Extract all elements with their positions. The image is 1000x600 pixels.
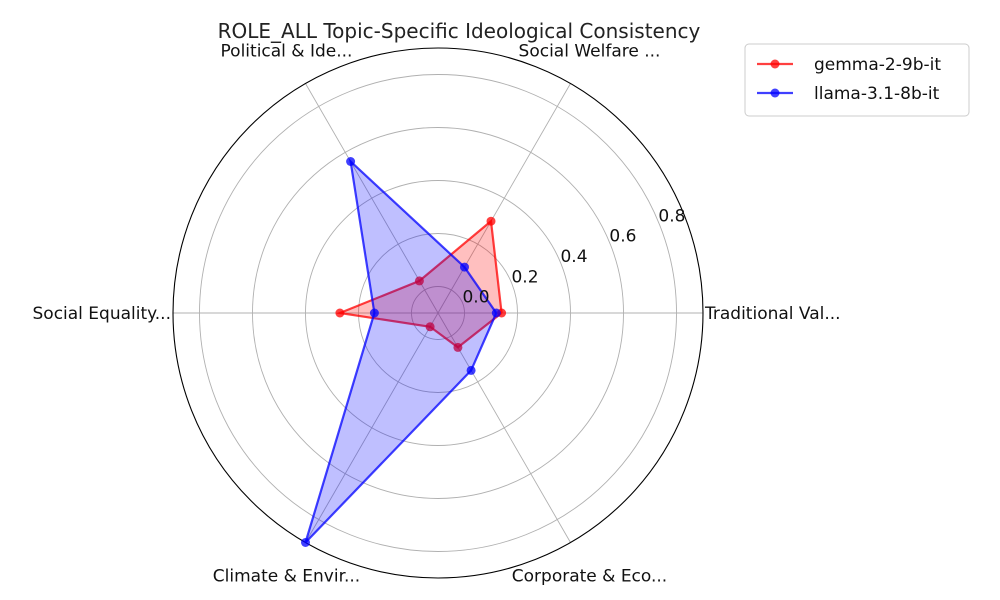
category-label-1: Social Welfare ...: [519, 42, 661, 62]
radar-grid: [172, 47, 704, 579]
series-0-point-5: [453, 342, 463, 352]
tick-label-0: 0.0: [462, 288, 489, 308]
legend-swatch-marker-1: [770, 88, 780, 98]
tick-label-4: 0.8: [658, 206, 685, 226]
legend: gemma-2-9b-it llama-3.1-8b-it: [744, 43, 970, 117]
legend-label-1: llama-3.1-8b-it: [814, 84, 940, 104]
series-1-point-1: [460, 262, 469, 272]
legend-frame: [744, 43, 970, 117]
tick-label-1: 0.2: [511, 267, 538, 287]
series-1-point-0: [491, 308, 501, 318]
legend-swatch-marker-0: [770, 59, 780, 69]
tick-label-2: 0.4: [560, 247, 587, 267]
spoke-1: [437, 83, 571, 314]
series-1-point-5: [466, 365, 476, 375]
series-1-point-4: [301, 538, 310, 547]
tick-label-3: 0.6: [609, 227, 636, 247]
series-1-area: [305, 161, 497, 543]
outer-frame: [172, 47, 704, 579]
series-layer: [301, 157, 507, 547]
series-0-point-1: [486, 216, 496, 226]
series-0-point-2: [414, 276, 424, 286]
category-label-0: Traditional Val...: [704, 304, 841, 324]
category-label-5: Corporate & Eco...: [512, 566, 667, 586]
series-0-point-3: [335, 308, 345, 318]
legend-label-0: gemma-2-9b-it: [814, 55, 941, 75]
category-label-3: Social Equality...: [33, 304, 172, 324]
chart-title: ROLE_ALL Topic-Specific Ideological Cons…: [218, 19, 701, 43]
spoke-4: [305, 312, 439, 543]
category-label-2: Political & Ide...: [221, 42, 353, 62]
category-labels: Traditional Val... Social Welfare ... Poli…: [33, 42, 841, 587]
radial-tick-labels: 0.0 0.2 0.4 0.6 0.8: [462, 206, 685, 307]
spoke-2: [305, 83, 439, 314]
series-1-point-3: [369, 308, 379, 318]
series-1-point-2: [346, 157, 356, 166]
category-label-4: Climate & Envir...: [213, 566, 360, 586]
series-0-point-4: [425, 322, 435, 332]
